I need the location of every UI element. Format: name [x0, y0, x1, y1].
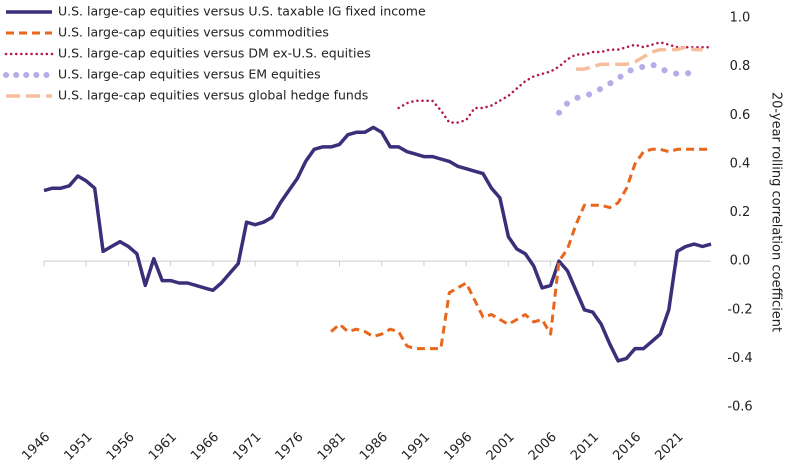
y-tick-label: -0.2	[727, 302, 752, 317]
x-tick-label: 2001	[484, 430, 518, 464]
x-tick-label: 1996	[441, 430, 475, 464]
x-tick-label: 1951	[62, 430, 96, 464]
x-tick-label: 1961	[146, 430, 180, 464]
x-tick-label: 1946	[19, 430, 53, 464]
legend-label: U.S. large-cap equities versus DM ex-U.S…	[58, 46, 371, 61]
x-tick-label: 1956	[104, 430, 138, 464]
y-tick-label: 0.8	[730, 59, 751, 74]
x-tick-label: 1991	[399, 430, 433, 464]
y-tick-label: 1.0	[730, 11, 751, 26]
x-tick-label: 1966	[188, 430, 222, 464]
y-tick-label: 0.2	[730, 205, 751, 220]
x-tick-label: 2011	[568, 430, 602, 464]
x-tick-label: 1971	[230, 430, 264, 464]
x-tick-label: 2006	[526, 430, 560, 464]
y-tick-label: -0.4	[727, 351, 752, 366]
y-tick-label: 0.6	[730, 108, 751, 123]
legend-label: U.S. large-cap equities versus EM equiti…	[58, 67, 321, 82]
y-tick-label: -0.6	[727, 400, 752, 415]
series-line	[575, 45, 703, 71]
x-tick-label: 2016	[610, 430, 644, 464]
series-line	[397, 41, 713, 124]
x-tick-label: 1981	[315, 430, 349, 464]
legend: U.S. large-cap equities versus U.S. taxa…	[3, 4, 426, 103]
y-axis-label: 20-year rolling correlation coefficient	[769, 92, 784, 332]
series-line	[43, 125, 712, 363]
y-tick-label: 0.0	[730, 254, 751, 269]
x-tick-label: 1986	[357, 430, 391, 464]
legend-label: U.S. large-cap equities versus global he…	[58, 88, 368, 103]
x-tick-label: 1976	[273, 430, 307, 464]
legend-label: U.S. large-cap equities versus U.S. taxa…	[58, 4, 426, 19]
x-tick-label: 2021	[653, 430, 687, 464]
series-line	[556, 61, 698, 116]
series-line	[330, 147, 711, 351]
legend-label: U.S. large-cap equities versus commoditi…	[58, 25, 329, 40]
y-tick-label: 0.4	[730, 156, 751, 171]
